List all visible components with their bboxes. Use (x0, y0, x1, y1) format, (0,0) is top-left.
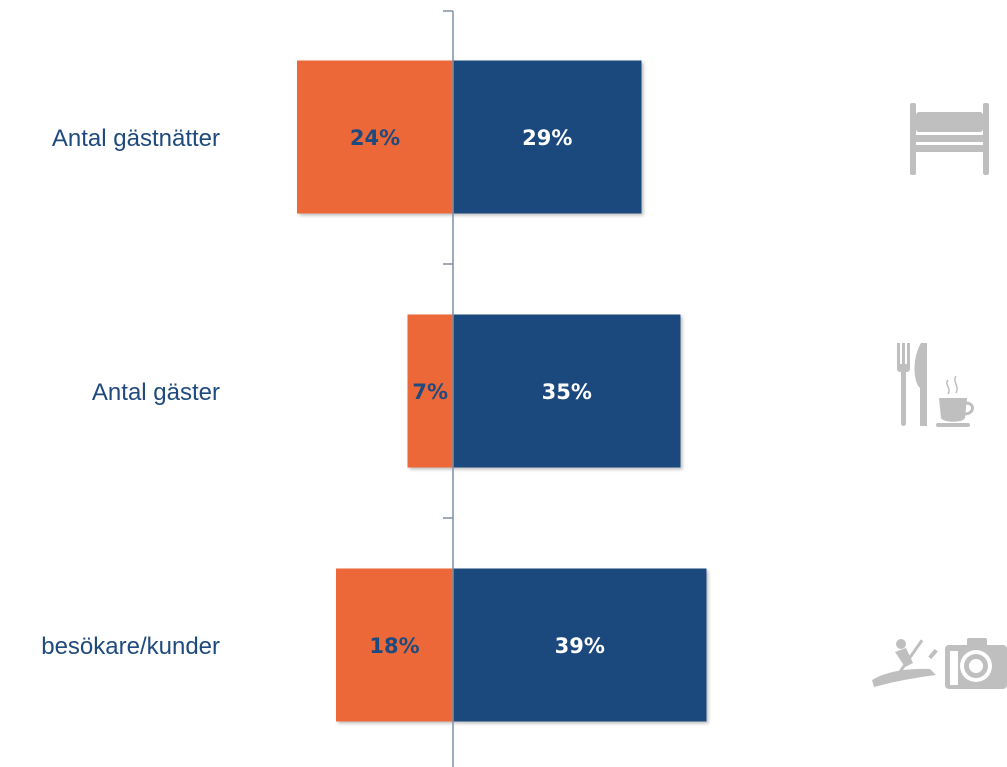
category-label-2: besökare/kunder (41, 633, 220, 660)
bar-right-0 (453, 60, 642, 214)
labels-layer: 24% 29% Antal gästnätter 7% 35% Antal gäster 1… (41, 125, 605, 660)
bar-left-1 (407, 314, 453, 468)
bar-left-0 (297, 60, 453, 214)
data-label-left-2: 18% (369, 634, 419, 658)
bar-right-1 (453, 314, 681, 468)
data-label-left-1: 7% (412, 380, 448, 404)
data-label-right-2: 39% (555, 634, 605, 658)
data-label-left-0: 24% (350, 126, 400, 150)
bar-right-2 (453, 568, 707, 722)
bed-icon (910, 103, 989, 175)
bar-left-2 (336, 568, 453, 722)
data-label-right-1: 35% (542, 380, 592, 404)
bars-layer (297, 60, 707, 722)
center-axis (443, 10, 454, 767)
category-label-0: Antal gästnätter (52, 125, 220, 152)
kayak-camera-icon (872, 638, 1007, 689)
cutlery-coffee-icon (897, 343, 974, 427)
data-label-right-0: 29% (522, 126, 572, 150)
category-label-1: Antal gäster (92, 379, 220, 406)
